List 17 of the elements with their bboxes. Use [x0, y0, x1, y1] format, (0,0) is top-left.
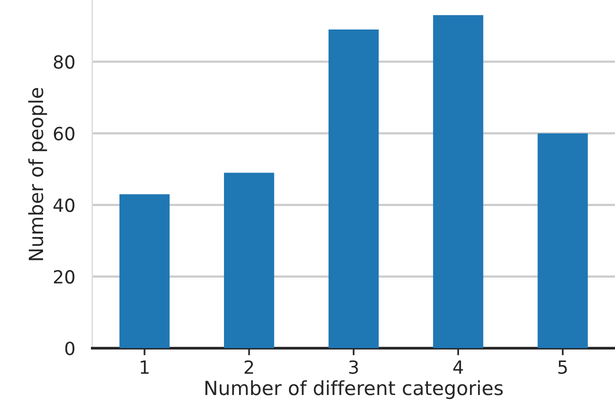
bar [433, 15, 484, 348]
bar [538, 133, 588, 348]
x-tick-label: 3 [349, 360, 358, 374]
x-tick-label: 4 [453, 360, 463, 374]
x-tick-label: 5 [558, 360, 567, 374]
bar [328, 29, 379, 348]
y-tick-label: 20 [54, 270, 74, 284]
y-axis-title: Number of people [28, 88, 48, 260]
x-tick-label: 2 [244, 360, 254, 374]
x-tick-label: 1 [140, 360, 149, 374]
y-tick-label: 40 [53, 198, 74, 212]
y-tick-label: 0 [65, 342, 74, 356]
y-tick-label: 80 [54, 55, 74, 69]
y-tick-label: 60 [54, 126, 74, 140]
x-axis-title: Number of different categories [205, 380, 503, 400]
bar [224, 172, 274, 348]
bar [119, 194, 170, 348]
